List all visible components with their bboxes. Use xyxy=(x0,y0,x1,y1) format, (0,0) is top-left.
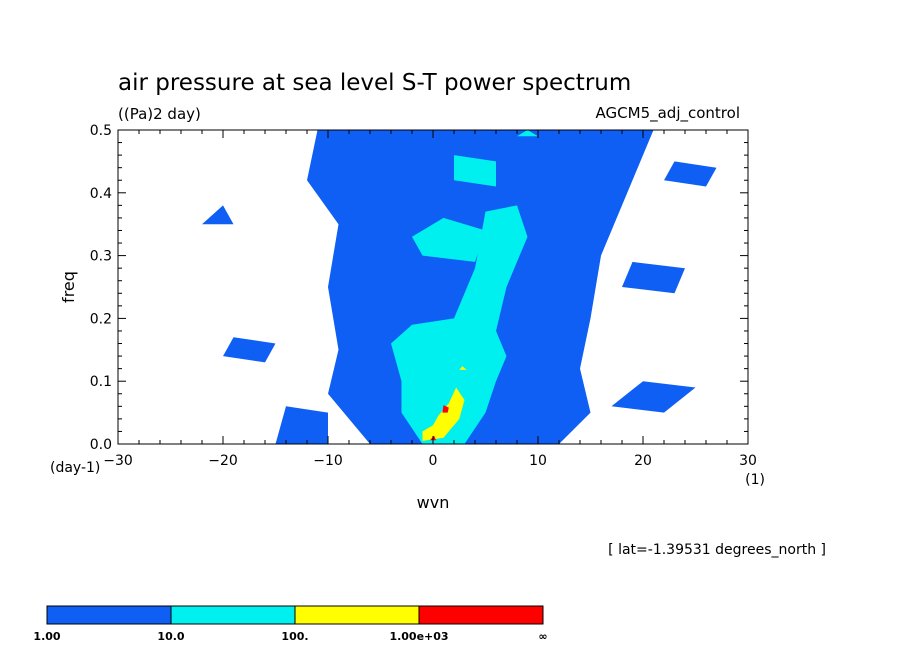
y-tick-label: 0.5 xyxy=(90,123,112,139)
contour-1-10-1 xyxy=(275,406,328,444)
x-axis: −30 −20 −10 0 10 20 30 xyxy=(103,130,757,469)
contour-10-100-8 xyxy=(412,217,486,262)
y-unit-label: (day-1) xyxy=(50,460,100,476)
contour-10-100-10 xyxy=(517,130,538,137)
colorbar-label: 10.0 xyxy=(157,630,184,643)
x-tick-label: −20 xyxy=(208,453,238,469)
contour-1-10-5 xyxy=(202,205,234,225)
contour-10-100-7 xyxy=(391,205,528,444)
contour-1-10-3 xyxy=(611,381,696,413)
plot-area xyxy=(202,130,717,444)
x-tick-label: 0 xyxy=(429,453,438,469)
colorbar: 1.00 10.0 100. 1.00e+03 ∞ xyxy=(33,605,548,643)
contour-1000-inf-13 xyxy=(442,405,449,413)
x-tick-label: 20 xyxy=(634,453,652,469)
y-axis: 0.0 0.1 0.2 0.3 0.4 0.5 xyxy=(90,123,748,453)
contour-10-100-9 xyxy=(454,155,496,187)
contour-100-1000-11 xyxy=(422,387,465,441)
x-tick-label: −10 xyxy=(313,453,343,469)
colorbar-swatch xyxy=(46,605,172,625)
y-tick-label: 0.0 xyxy=(90,437,112,453)
colorbar-label: 1.00e+03 xyxy=(389,630,448,643)
y-axis-label: freq xyxy=(59,271,78,303)
colorbar-label: 1.00 xyxy=(33,630,60,643)
y-tick-label: 0.4 xyxy=(90,186,112,202)
contour-1-10-4 xyxy=(622,261,685,294)
chart-title: air pressure at sea level S-T power spec… xyxy=(118,70,631,96)
contour-layer xyxy=(202,130,717,444)
y-tick-label: 0.1 xyxy=(90,374,112,390)
colorbar-swatch xyxy=(418,605,544,625)
y-tick-label: 0.2 xyxy=(90,311,112,327)
colorbar-label: 100. xyxy=(281,630,308,643)
colorbar-label: ∞ xyxy=(538,630,547,643)
contour-1-10-2 xyxy=(223,337,276,363)
contour-100-1000-12 xyxy=(459,366,467,370)
model-label: AGCM5_adj_control xyxy=(596,104,740,123)
colorbar-swatch xyxy=(294,605,420,625)
x-tick-label: 30 xyxy=(739,453,757,469)
colorbar-swatch xyxy=(170,605,296,625)
x-unit-label: (1) xyxy=(745,472,765,488)
y-tick-label: 0.3 xyxy=(90,249,112,265)
latitude-annotation: [ lat=-1.39531 degrees_north ] xyxy=(608,542,826,558)
units-label: ((Pa)2 day) xyxy=(118,105,201,123)
contour-1-10-6 xyxy=(664,161,717,187)
x-tick-label: 10 xyxy=(529,453,547,469)
x-axis-label: wvn xyxy=(417,493,450,512)
x-tick-label: −30 xyxy=(103,453,133,469)
